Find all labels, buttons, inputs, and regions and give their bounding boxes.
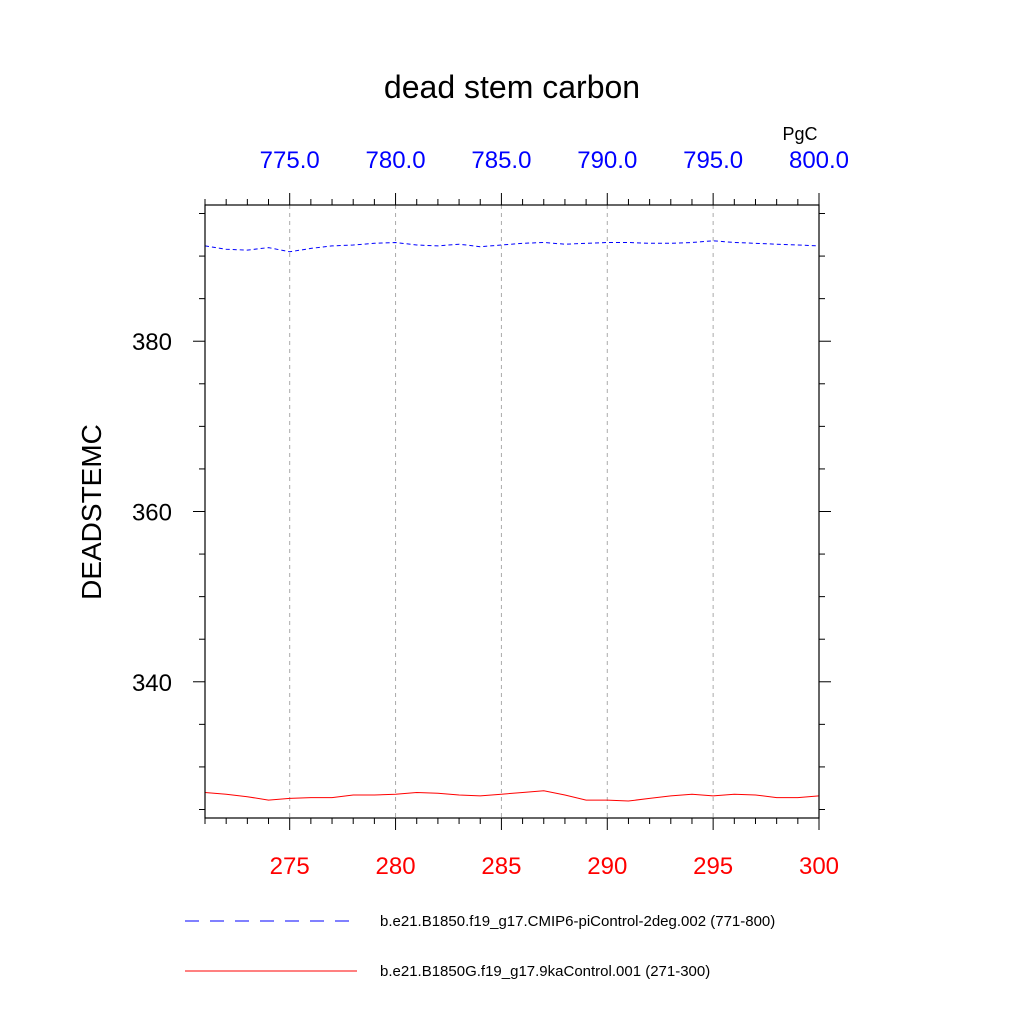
legend-label: b.e21.B1850G.f19_g17.9kaControl.001 (271…: [380, 963, 710, 980]
x-bottom-tick-label: 295: [693, 853, 733, 880]
x-bottom-tick-label: 280: [376, 853, 416, 880]
y-tick-label: 340: [132, 670, 172, 697]
legend: b.e21.B1850.f19_g17.CMIP6-piControl-2deg…: [185, 913, 775, 980]
axes: 275 280 285 290 295 300 775.0 780.0 785.0 790.0 79…: [132, 147, 849, 880]
y-axis-label: DEADSTEMC: [76, 424, 107, 600]
series-line: [204, 790, 820, 802]
units-label: PgC: [782, 124, 817, 144]
chart-title: dead stem carbon: [384, 69, 640, 105]
grid-lines: [289, 205, 714, 818]
legend-label: b.e21.B1850.f19_g17.CMIP6-piControl-2deg…: [380, 913, 775, 930]
x-top-tick-label: 795.0: [683, 147, 743, 174]
x-bottom-tick-label: 285: [481, 853, 521, 880]
x-bottom-tick-label: 290: [587, 853, 627, 880]
series-layer: [204, 240, 820, 802]
y-tick-label: 380: [132, 329, 172, 356]
x-top-tick-label: 775.0: [260, 147, 320, 174]
series-line: [204, 240, 820, 253]
x-top-tick-label: 780.0: [366, 147, 426, 174]
x-bottom-tick-label: 300: [799, 853, 839, 880]
x-top-tick-label: 800.0: [789, 147, 849, 174]
y-tick-label: 360: [132, 500, 172, 527]
plot-frame: [204, 204, 820, 819]
x-bottom-tick-label: 275: [270, 853, 310, 880]
x-top-tick-label: 785.0: [471, 147, 531, 174]
x-top-tick-label: 790.0: [577, 147, 637, 174]
